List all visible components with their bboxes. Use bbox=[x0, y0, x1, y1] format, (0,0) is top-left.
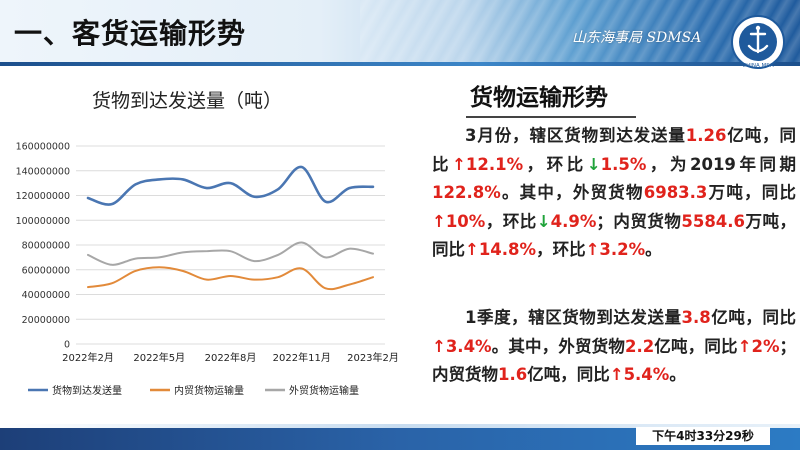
section-title-underline bbox=[466, 116, 636, 118]
page-title: 一、客货运输形势 bbox=[14, 17, 247, 50]
highlight-value: 12.1% bbox=[465, 154, 524, 174]
highlight-value: 2% bbox=[751, 336, 780, 356]
up-arrow-icon: ↑ bbox=[585, 240, 600, 259]
footer-bar bbox=[0, 428, 800, 450]
highlight-value: 1.26 bbox=[685, 126, 727, 145]
y-tick-label: 20000000 bbox=[22, 315, 70, 326]
text-run: 亿吨，同比 bbox=[710, 308, 796, 327]
legend-entry: 内贸货物运输量 bbox=[174, 384, 244, 397]
footer-highlight bbox=[0, 424, 800, 429]
up-arrow-icon: ↑ bbox=[609, 365, 624, 384]
up-arrow-icon: ↑ bbox=[432, 211, 446, 231]
wave-pattern bbox=[360, 0, 800, 62]
msa-logo-icon: CHINA MSA bbox=[731, 15, 785, 69]
text-run: 。 bbox=[645, 240, 662, 259]
series-line bbox=[87, 241, 374, 266]
highlight-value: 4.9% bbox=[550, 211, 597, 231]
text-run: ，环比 bbox=[523, 154, 587, 174]
text-run: 亿吨，同比 bbox=[432, 126, 796, 174]
highlight-value: 5.4% bbox=[623, 365, 670, 384]
header-banner bbox=[0, 0, 800, 62]
up-arrow-icon: ↑ bbox=[432, 336, 446, 356]
x-tick-label: 2022年11月 bbox=[273, 351, 331, 364]
text-run: ，环比 bbox=[485, 211, 537, 231]
monthly-summary-paragraph: 3月份，辖区货物到达发送量1.26亿吨，同比↑12.1%，环比↓1.5%，为20… bbox=[432, 122, 796, 265]
text-run: 万吨，同比 bbox=[707, 183, 797, 202]
text-run: 。其中，外贸货物 bbox=[491, 336, 625, 356]
y-tick-label: 60000000 bbox=[22, 265, 70, 276]
y-tick-label: 100000000 bbox=[16, 216, 70, 227]
text-run: ，环比 bbox=[536, 240, 586, 259]
text-run: 。 bbox=[669, 365, 686, 384]
section-title: 货物运输形势 bbox=[470, 85, 608, 111]
x-tick-label: 2022年8月 bbox=[205, 351, 257, 364]
text-run: ，为2019年同期 bbox=[646, 154, 797, 174]
x-tick-label: 2022年2月 bbox=[62, 351, 114, 364]
up-arrow-icon: ↑ bbox=[452, 154, 466, 174]
text-run: 万吨，同比 bbox=[432, 211, 797, 260]
highlight-value: 5584.6 bbox=[681, 211, 746, 231]
highlight-value: 3.2% bbox=[599, 240, 646, 259]
series-line bbox=[86, 165, 375, 206]
highlight-value: 122.8% bbox=[432, 183, 501, 202]
text-run: 。其中，外贸货物 bbox=[500, 183, 644, 202]
down-arrow-icon: ↓ bbox=[586, 154, 601, 174]
highlight-value: 10% bbox=[445, 211, 486, 231]
logo-text: CHINA MSA bbox=[742, 63, 774, 69]
highlight-value: 1.6 bbox=[498, 365, 528, 384]
y-tick-label: 0 bbox=[64, 340, 70, 351]
legend-entry: 外贸货物运输量 bbox=[289, 384, 359, 397]
y-tick-label: 40000000 bbox=[22, 290, 70, 301]
clock-readout: 下午4时33分29秒 bbox=[636, 427, 770, 445]
text-run: ；内贸货物 bbox=[596, 211, 682, 231]
text-run: 1季度，辖区货物到达发送量 bbox=[465, 308, 682, 327]
text-run: 亿吨，同比 bbox=[527, 365, 610, 384]
brand-text: 山东海事局 SDMSA bbox=[572, 30, 702, 46]
highlight-value: 3.4% bbox=[445, 336, 492, 356]
down-arrow-icon: ↓ bbox=[536, 211, 551, 231]
y-tick-label: 140000000 bbox=[16, 166, 70, 177]
legend-entry: 货物到达发送量 bbox=[52, 384, 122, 397]
header-divider bbox=[0, 62, 800, 66]
text-run: 3月份，辖区货物到达发送量 bbox=[465, 126, 686, 145]
y-tick-label: 80000000 bbox=[22, 241, 70, 252]
highlight-value: 6983.3 bbox=[643, 183, 708, 202]
series-line bbox=[87, 266, 374, 291]
highlight-value: 14.8% bbox=[478, 240, 537, 259]
chart-title: 货物到达发送量（吨） bbox=[92, 90, 283, 112]
x-tick-label: 2023年2月 bbox=[347, 351, 399, 364]
text-run: ；内贸货物 bbox=[432, 336, 797, 385]
highlight-value: 3.8 bbox=[681, 308, 711, 327]
line-chart: 0 20000000 40000000 60000000 80000000 1000000… bbox=[16, 142, 399, 398]
quarterly-summary-paragraph: 1季度，辖区货物到达发送量3.8亿吨，同比↑3.4%。其中，外贸货物2.2亿吨，… bbox=[432, 304, 796, 390]
up-arrow-icon: ↑ bbox=[465, 240, 479, 259]
y-tick-label: 160000000 bbox=[16, 142, 70, 153]
highlight-value: 1.5% bbox=[600, 154, 647, 174]
x-tick-label: 2022年5月 bbox=[133, 351, 185, 364]
up-arrow-icon: ↑ bbox=[737, 336, 752, 356]
y-tick-label: 120000000 bbox=[16, 191, 70, 202]
text-run: 亿吨，同比 bbox=[654, 336, 738, 356]
highlight-value: 2.2 bbox=[625, 336, 655, 356]
